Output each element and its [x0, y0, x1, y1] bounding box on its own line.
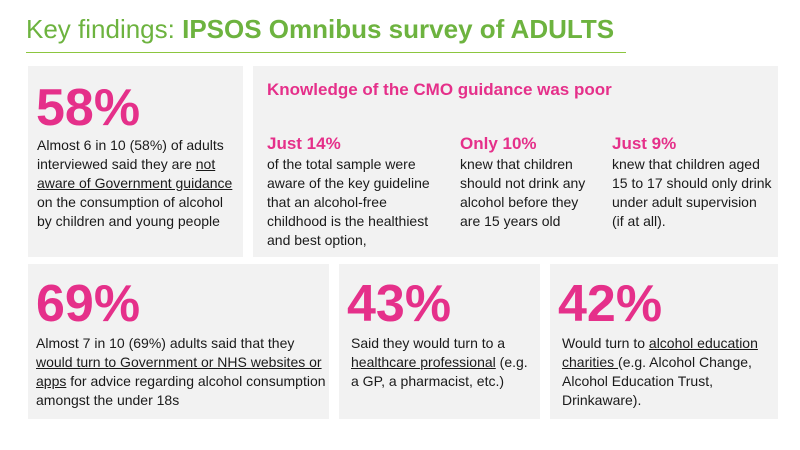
stat-69-percent: 69% [36, 275, 141, 333]
panel-43-text-1: Said they would turn to a [351, 335, 506, 351]
panel-58-description: Almost 6 in 10 (58%) of adults interview… [37, 136, 239, 231]
panel-43-description: Said they would turn to a healthcare pro… [351, 334, 531, 391]
cmo-stat-9: Just 9% [612, 134, 677, 153]
panel-43-text-2: (e.g. a GP, a pharmacist, etc.) [351, 354, 528, 389]
panel-69-text-1: Almost 7 in 10 (69%) adults said that th… [36, 335, 295, 351]
title-divider [26, 52, 626, 53]
panel-58-text-2: on the consumption of alcohol by childre… [37, 194, 224, 229]
page-title-prefix: Key findings: [26, 14, 183, 44]
cmo-text-10: knew that children should not drink any … [460, 156, 586, 229]
panel-cmo-guidance: Knowledge of the CMO guidance was poor J… [253, 66, 778, 257]
panel-58-percent: 58% Almost 6 in 10 (58%) of adults inter… [28, 66, 243, 257]
panel-43-text-underlined: healthcare professional [351, 354, 496, 370]
panel-43-percent: 43% Said they would turn to a healthcare… [339, 264, 540, 419]
panel-42-text-1: Would turn to [562, 335, 649, 351]
cmo-heading: Knowledge of the CMO guidance was poor [267, 80, 612, 99]
stat-42-percent: 42% [558, 275, 663, 333]
panel-69-percent: 69% Almost 7 in 10 (69%) adults said tha… [28, 264, 329, 419]
panel-58-text-1: Almost 6 in 10 (58%) of adults interview… [37, 137, 224, 172]
cmo-stat-14: Just 14% [267, 134, 341, 153]
page-title: Key findings: IPSOS Omnibus survey of AD… [26, 14, 614, 45]
panel-69-description: Almost 7 in 10 (69%) adults said that th… [36, 334, 328, 410]
panel-42-text-2: (e.g. Alcohol Change, Alcohol Education … [562, 354, 752, 408]
page-title-bold: IPSOS Omnibus survey of ADULTS [182, 14, 615, 44]
cmo-text-9: knew that children aged 15 to 17 should … [612, 156, 772, 229]
panel-58-text-underlined: not aware of Government guidance [37, 156, 233, 191]
stat-58-percent: 58% [36, 79, 141, 137]
cmo-text-14: of the total sample were aware of the ke… [267, 156, 430, 248]
stat-43-percent: 43% [347, 275, 452, 333]
panel-42-text-underlined: alcohol education charities [562, 335, 758, 370]
panel-69-text-2: for advice regarding alcohol consumption… [36, 373, 326, 408]
panel-69-text-underlined: would turn to Government or NHS websites… [36, 354, 322, 389]
cmo-stat-10: Only 10% [460, 134, 537, 153]
panel-42-description: Would turn to alcohol education charitie… [562, 334, 772, 410]
panel-42-percent: 42% Would turn to alcohol education char… [550, 264, 778, 419]
